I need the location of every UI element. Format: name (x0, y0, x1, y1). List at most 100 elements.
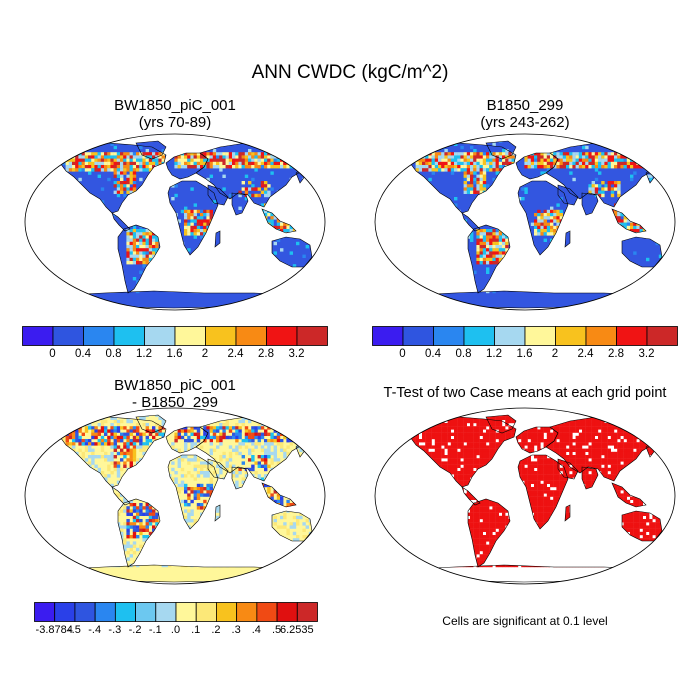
map-border (374, 133, 676, 311)
colorbar-tick-label: .5 (271, 624, 282, 636)
colorbar-box (256, 602, 278, 622)
colorbar-tick-label: -.1 (148, 624, 162, 636)
panel1-title-line2: (yrs 70-89) (138, 114, 212, 131)
colorbar-box (216, 602, 238, 622)
colorbar-box (276, 602, 298, 622)
colorbar-tick-label: -.4 (88, 624, 102, 636)
colorbar-box (113, 326, 145, 346)
coastline-south-america (117, 224, 161, 294)
coastline-arabia (207, 458, 229, 480)
colorbar-tick-label: .0 (170, 624, 181, 636)
colorbar-tick-label: -.5 (68, 624, 81, 636)
map-border (24, 407, 326, 585)
colorbar-box (494, 326, 526, 346)
colorbar-tick-label: 3.2 (288, 348, 305, 360)
colorbar-tick-label: 2.4 (577, 348, 594, 360)
colorbar-box (585, 326, 617, 346)
coastline-greenland (485, 414, 517, 434)
colorbar-box (296, 602, 318, 622)
colorbar-tick-label: 0.8 (455, 348, 472, 360)
coastline-australia (621, 510, 663, 542)
colorbar-tick-label: 0.4 (425, 348, 441, 360)
panel3-title-line1: BW1850_piC_001 (114, 377, 236, 394)
colorbar-box (235, 326, 267, 346)
colorbar-panel-1 (22, 326, 328, 346)
colorbar-tick-label: 0.4 (75, 348, 91, 360)
figure-title: ANN CWDC (kgC/m^2) (251, 62, 449, 83)
coastline-australia (621, 236, 663, 268)
coastline-australia (271, 236, 313, 268)
coastline-central-america (461, 486, 481, 506)
colorbar-tick-label: .1 (191, 624, 201, 636)
coastline-madagascar (564, 504, 571, 522)
colorbar-panel-3-ticks: -3.8784 -.5 -.4 -.3 -.2 -.1 .0 .1 .2 .3 .4 .5 6.2535 (34, 624, 318, 640)
map-border (24, 133, 326, 311)
panel3-title: BW1850_piC_001 - B1850_299 (60, 377, 290, 411)
colorbar-box (236, 602, 258, 622)
colorbar-tick-label: 0 (49, 348, 56, 360)
map-panel-3 (24, 407, 326, 585)
coastline-arabia (557, 184, 579, 206)
colorbar-box (74, 602, 96, 622)
colorbar-box (94, 602, 116, 622)
coastline-india (581, 466, 599, 490)
map-panel-2 (374, 133, 676, 311)
coastline-south-america (467, 224, 511, 294)
colorbar-box (54, 602, 76, 622)
colorbar-tick-label: 6.2535 (279, 624, 314, 636)
colorbar-tick-label: 2 (201, 348, 209, 360)
land-central-america (462, 213, 480, 231)
panel3-title-line2: - B1850_299 (132, 394, 218, 411)
coastline-greenland (135, 414, 167, 434)
coastline-central-america (461, 212, 481, 232)
land-india (582, 193, 598, 215)
coastline-south-america (117, 498, 161, 568)
colorbar-panel-3 (34, 602, 318, 622)
colorbar-box (144, 326, 176, 346)
colorbar-tick-label: 0.8 (105, 348, 122, 360)
coastline-arabia (557, 458, 579, 480)
coastline-north-america (53, 416, 167, 488)
coastline-new-zealand (665, 536, 673, 548)
coastline-africa (167, 454, 219, 530)
colorbar-tick-label: 3.2 (638, 348, 655, 360)
colorbar-tick-label: .2 (211, 624, 221, 636)
coastline-south-america (467, 498, 511, 568)
colorbar-box (83, 326, 115, 346)
colorbar-box (402, 326, 434, 346)
coastline-new-zealand (665, 262, 673, 274)
coastline-southeast-asia (611, 482, 647, 508)
significance-note: Cells are significant at 0.1 level (442, 614, 608, 628)
coastline-southeast-asia (611, 208, 647, 234)
colorbar-tick-label: 2.8 (608, 348, 624, 360)
colorbar-box (114, 602, 136, 622)
colorbar-box (555, 326, 587, 346)
coastline-madagascar (564, 230, 571, 248)
coastline-greenland (485, 140, 517, 160)
coastline-central-america (111, 212, 131, 232)
map-panel-4 (374, 407, 676, 585)
land-new-zealand (666, 537, 672, 547)
colorbar-box (646, 326, 678, 346)
colorbar-tick-label: -.2 (128, 624, 142, 636)
colorbar-tick-label: 2.8 (258, 348, 274, 360)
coastline-southeast-asia (261, 482, 297, 508)
colorbar-box (52, 326, 84, 346)
panel1-title-line1: BW1850_piC_001 (114, 97, 236, 114)
land-central-america (112, 213, 130, 231)
colorbar-box (296, 326, 328, 346)
coastline-india (231, 466, 249, 490)
coastline-north-america (53, 142, 167, 214)
colorbar-box (463, 326, 495, 346)
colorbar-box (135, 602, 157, 622)
colorbar-tick-label: .3 (231, 624, 241, 636)
coastline-southeast-asia (261, 208, 297, 234)
coastline-north-america (403, 416, 517, 488)
map-border (374, 407, 676, 585)
coastline-india (231, 192, 249, 216)
colorbar-panel-1-ticks: 0 0.4 0.8 1.2 1.6 2 2.4 2.8 3.2 (22, 348, 328, 364)
colorbar-box (155, 602, 177, 622)
colorbar-box (372, 326, 404, 346)
map-panel-1 (24, 133, 326, 311)
colorbar-tick-label: .4 (251, 624, 261, 636)
